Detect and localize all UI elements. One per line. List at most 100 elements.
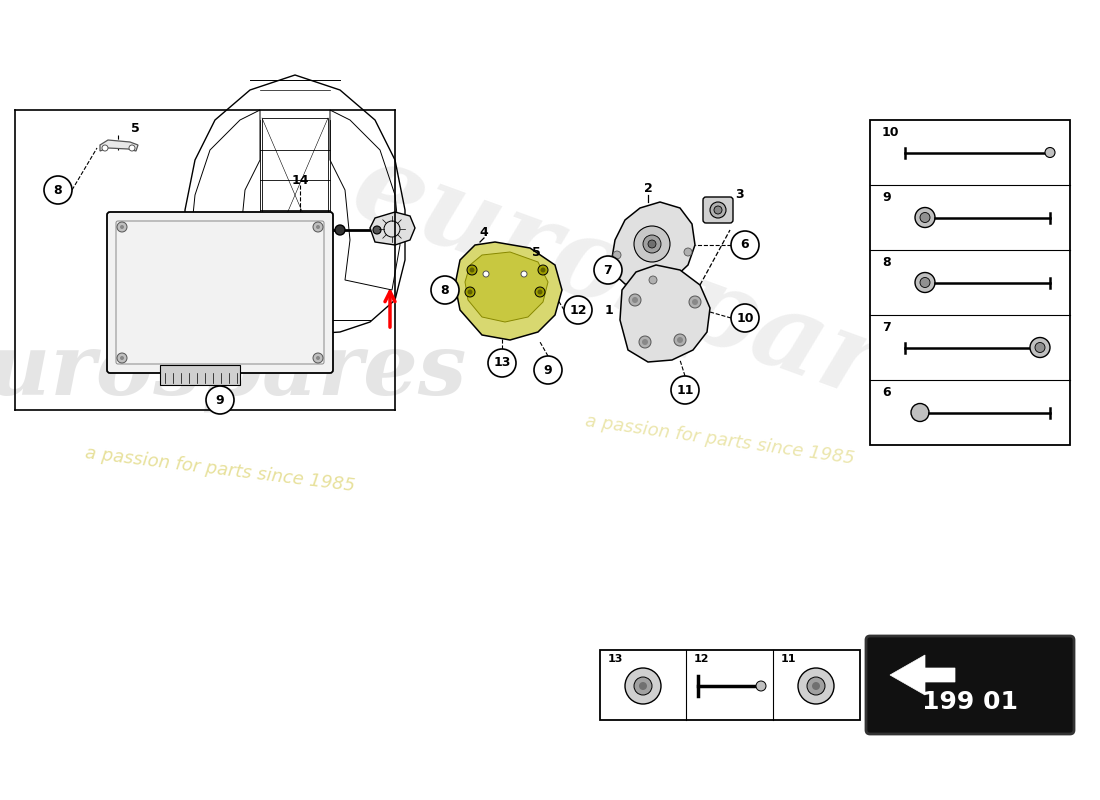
Circle shape: [465, 287, 475, 297]
Polygon shape: [370, 212, 415, 245]
Circle shape: [431, 276, 459, 304]
Circle shape: [1045, 147, 1055, 158]
FancyBboxPatch shape: [703, 197, 733, 223]
Circle shape: [639, 682, 647, 690]
Circle shape: [676, 337, 683, 343]
Circle shape: [521, 271, 527, 277]
Circle shape: [117, 353, 126, 363]
Circle shape: [483, 271, 490, 277]
Circle shape: [540, 267, 546, 273]
Circle shape: [1030, 338, 1050, 358]
Text: 2: 2: [644, 182, 652, 194]
Text: 10: 10: [882, 126, 900, 139]
Circle shape: [671, 376, 698, 404]
Polygon shape: [890, 655, 955, 695]
Text: 11: 11: [781, 654, 796, 664]
Circle shape: [911, 403, 930, 422]
Bar: [160, 365, 240, 385]
Text: 12: 12: [570, 303, 586, 317]
Circle shape: [314, 222, 323, 232]
Text: 199 01: 199 01: [922, 690, 1018, 714]
Text: 8: 8: [54, 183, 63, 197]
Text: 8: 8: [441, 283, 449, 297]
Circle shape: [206, 386, 234, 414]
Circle shape: [710, 202, 726, 218]
Text: 9: 9: [216, 394, 224, 406]
Polygon shape: [100, 140, 138, 151]
Circle shape: [798, 668, 834, 704]
Polygon shape: [610, 202, 695, 287]
Circle shape: [648, 240, 656, 248]
Circle shape: [564, 296, 592, 324]
Circle shape: [915, 207, 935, 227]
Text: 4: 4: [480, 226, 488, 238]
FancyBboxPatch shape: [866, 636, 1074, 734]
Text: 10: 10: [736, 311, 754, 325]
Text: 7: 7: [604, 263, 613, 277]
Circle shape: [689, 296, 701, 308]
Circle shape: [336, 225, 345, 235]
Circle shape: [468, 265, 477, 275]
Text: 12: 12: [694, 654, 710, 664]
Circle shape: [807, 677, 825, 695]
Text: 11: 11: [676, 383, 694, 397]
Polygon shape: [480, 264, 530, 278]
Bar: [600, 650, 860, 720]
Text: 5: 5: [531, 246, 540, 258]
Text: 3: 3: [736, 189, 745, 202]
Text: 9: 9: [882, 191, 891, 204]
Circle shape: [292, 226, 299, 234]
Circle shape: [920, 213, 929, 222]
Circle shape: [535, 287, 544, 297]
Text: 13: 13: [608, 654, 624, 664]
Text: 1: 1: [605, 303, 614, 317]
Circle shape: [129, 145, 135, 151]
Circle shape: [594, 256, 621, 284]
Text: a passion for parts since 1985: a passion for parts since 1985: [584, 412, 856, 468]
Text: 13: 13: [493, 357, 510, 370]
Circle shape: [812, 682, 820, 690]
Circle shape: [468, 290, 473, 294]
Circle shape: [625, 668, 661, 704]
Bar: [262, 118, 328, 272]
Circle shape: [120, 356, 124, 360]
Text: eurospares: eurospares: [0, 328, 466, 412]
Circle shape: [692, 299, 698, 305]
Text: 8: 8: [882, 256, 891, 270]
Circle shape: [117, 222, 126, 232]
Circle shape: [639, 336, 651, 348]
Text: 14: 14: [292, 174, 309, 186]
Circle shape: [316, 356, 320, 360]
Bar: [870, 120, 1070, 445]
Circle shape: [920, 278, 929, 287]
Circle shape: [314, 353, 323, 363]
Text: 6: 6: [882, 386, 891, 399]
Circle shape: [634, 226, 670, 262]
Circle shape: [102, 145, 108, 151]
Text: 6: 6: [740, 238, 749, 251]
Circle shape: [316, 225, 320, 229]
Circle shape: [642, 339, 648, 345]
Text: eurospares: eurospares: [338, 132, 1022, 468]
Circle shape: [915, 273, 935, 293]
Circle shape: [732, 231, 759, 259]
Circle shape: [629, 294, 641, 306]
Circle shape: [538, 265, 548, 275]
Circle shape: [756, 681, 766, 691]
Polygon shape: [465, 252, 548, 322]
Circle shape: [732, 304, 759, 332]
Circle shape: [470, 267, 474, 273]
Circle shape: [373, 226, 381, 234]
Circle shape: [538, 290, 542, 294]
Circle shape: [644, 235, 661, 253]
Circle shape: [120, 225, 124, 229]
FancyBboxPatch shape: [107, 212, 333, 373]
Circle shape: [714, 206, 722, 214]
Text: 7: 7: [882, 322, 891, 334]
Circle shape: [534, 356, 562, 384]
Circle shape: [632, 297, 638, 303]
Text: a passion for parts since 1985: a passion for parts since 1985: [84, 445, 356, 495]
Polygon shape: [455, 242, 562, 340]
Circle shape: [613, 251, 621, 259]
Circle shape: [674, 334, 686, 346]
